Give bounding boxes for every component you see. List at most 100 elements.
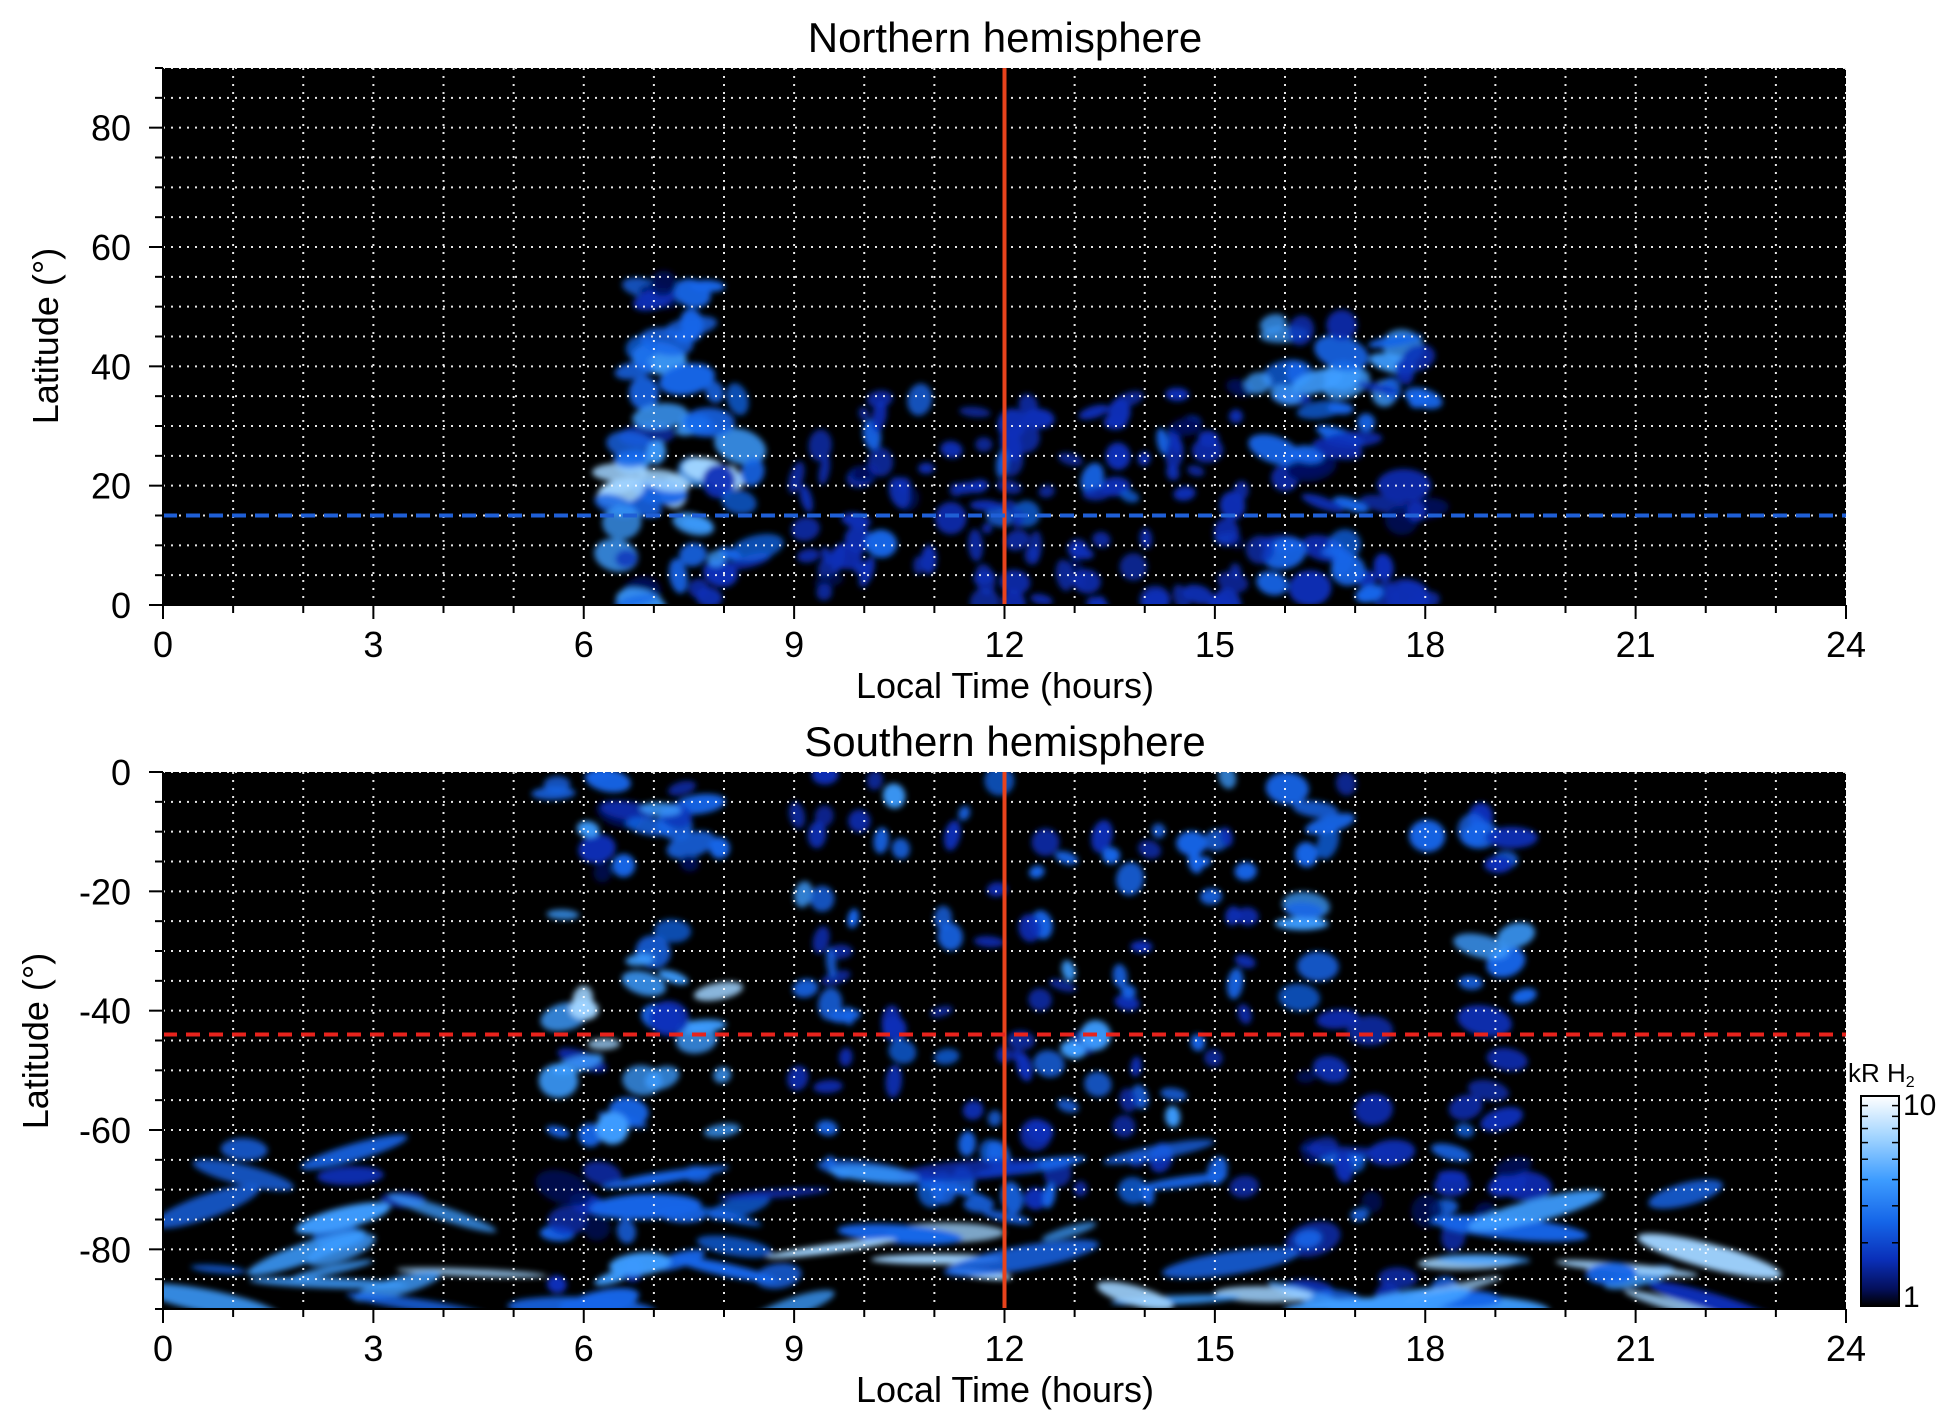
emission-blob-south-r2 [1294, 1229, 1322, 1249]
emission-blob-north-r0 [592, 462, 649, 482]
emission-blob-south-r1 [786, 1065, 809, 1091]
emission-blob-south-r3 [1648, 1179, 1723, 1209]
emission-blob-south-r2 [1316, 1009, 1360, 1029]
emission-blob-south-r3 [1041, 1222, 1097, 1242]
emission-blob-south-r0 [585, 772, 631, 793]
emission-blob-south-r2 [1497, 922, 1536, 949]
emission-blob-north-r2 [1270, 384, 1302, 406]
emission-blob-north-r2 [1373, 553, 1394, 582]
emission-blob-north-r1 [1141, 589, 1170, 605]
emission-blob-north-r1 [1092, 531, 1111, 548]
emission-blob-south-r1 [1116, 862, 1144, 896]
y-tick-label: 20 [91, 466, 131, 507]
emission-blob-south-r1 [1102, 847, 1121, 865]
emission-blob-north-r1 [808, 429, 832, 462]
emission-blob-north-r1 [975, 437, 993, 452]
emission-blob-north-r0 [702, 464, 736, 499]
emission-blob-south-r1 [1190, 1033, 1206, 1052]
emission-blob-south-r2 [1457, 1004, 1512, 1037]
emission-blob-south-r3 [396, 1267, 547, 1278]
emission-blob-south-r1 [821, 970, 851, 986]
emission-blob-north-r0 [688, 578, 709, 598]
emission-blob-south-r3 [1162, 1247, 1299, 1279]
emission-blob-south-r1 [813, 1080, 843, 1094]
emission-blob-north-r1 [1105, 442, 1131, 470]
emission-blob-north-r1 [1219, 491, 1246, 521]
emission-blob-south-r0 [621, 970, 667, 997]
emission-blob-north-r2 [1245, 535, 1275, 564]
x-tick-label: 9 [784, 624, 804, 665]
emission-blob-south-r0 [654, 919, 692, 943]
emission-blob-north-r1 [1139, 528, 1153, 549]
emission-blob-south-r3 [828, 1165, 920, 1183]
emission-blob-south-r1 [812, 926, 830, 954]
emission-blob-north-r2 [1288, 570, 1332, 605]
emission-blob-south-r1 [1119, 1088, 1138, 1113]
emission-blob-north-r0 [649, 270, 677, 296]
emission-blob-south-r0 [675, 1026, 718, 1054]
emission-blob-north-r1 [959, 406, 991, 418]
ticks-north: 0 3 6 9 12 15 18 21 24 0 20 40 60 80 [91, 67, 1866, 665]
emission-blob-south-r3 [1623, 1289, 1738, 1309]
emission-blob-south-r2 [1361, 1191, 1383, 1213]
emission-blob-south-r1 [1029, 865, 1045, 879]
panel-title-south: Southern hemisphere [804, 718, 1206, 765]
emission-blob-south-r2 [1316, 825, 1340, 860]
emission-blob-south-r1 [792, 978, 819, 998]
x-tick-label: 9 [784, 1328, 804, 1369]
x-tick-label: 12 [984, 624, 1024, 665]
emission-blob-north-r0 [705, 380, 724, 404]
emission-blob-south-r1 [1056, 1098, 1079, 1113]
emission-blob-north-r1 [1156, 428, 1170, 456]
emission-blob-south-r3 [837, 1223, 964, 1245]
emission-blob-south-r3 [190, 1264, 247, 1274]
emission-blob-south-r1 [1160, 1087, 1188, 1101]
emission-blob-north-r1 [1022, 408, 1055, 429]
emission-blob-south-r0 [547, 1205, 588, 1236]
emission-blob-south-r3 [609, 1252, 671, 1276]
emission-blob-south-r1 [1112, 963, 1128, 989]
emission-blob-north-r2 [1404, 387, 1443, 409]
emission-blob-south-r1 [1073, 1180, 1088, 1197]
emission-blob-south-r1 [816, 1120, 838, 1136]
emission-blob-south-r3 [1436, 1254, 1531, 1265]
emission-blob-north-r1 [981, 522, 993, 534]
emission-blob-south-r1 [1151, 823, 1166, 839]
emission-blob-south-r0 [611, 853, 636, 878]
emission-blob-south-r3 [918, 1177, 988, 1200]
emission-blob-north-r0 [679, 542, 707, 567]
colorbar-gradient [1860, 1095, 1900, 1307]
emission-blob-south-r0 [667, 780, 697, 796]
emission-blob-north-r1 [1217, 571, 1249, 593]
emission-blob-south-r3 [247, 1229, 366, 1276]
emission-blob-south-r0 [693, 981, 744, 1001]
emission-blob-south-r0 [703, 1123, 741, 1138]
x-tick-label: 21 [1616, 624, 1656, 665]
emission-blob-north-r1 [1165, 387, 1190, 402]
emission-blob-south-r3 [163, 1283, 279, 1309]
emission-blob-north-r1 [1082, 487, 1111, 501]
emission-blob-south-r3 [1096, 1281, 1174, 1309]
emission-blob-south-r3 [192, 1159, 294, 1191]
x-tick-label: 18 [1405, 1328, 1445, 1369]
emission-blob-south-r3 [306, 1233, 376, 1267]
y-tick-label: 80 [91, 108, 131, 149]
emission-blob-north-r2 [1355, 585, 1384, 603]
emission-blob-south-r3 [1468, 1190, 1604, 1231]
emission-blob-south-r0 [648, 1000, 689, 1037]
emission-blob-south-r0 [596, 1111, 629, 1145]
x-tick-label: 3 [363, 624, 383, 665]
emission-blob-north-r0 [714, 428, 767, 465]
emission-blob-south-r0 [658, 969, 689, 985]
emission-blob-north-r2 [1326, 309, 1358, 341]
emission-blob-north-r1 [1080, 462, 1105, 495]
x-tick-label: 0 [153, 1328, 173, 1369]
emission-blob-north-r2 [1282, 452, 1302, 464]
emission-blob-north-r2 [1357, 381, 1399, 395]
emission-blob-north-r1 [940, 441, 963, 459]
x-tick-label: 21 [1616, 1328, 1656, 1369]
colorbar: kR H2 10 1 [1848, 1058, 1936, 1314]
colorbar-max-label: 10 [1903, 1089, 1936, 1122]
emission-blob-north-r1 [1191, 437, 1224, 463]
x-axis-label-north: Local Time (hours) [856, 665, 1154, 706]
